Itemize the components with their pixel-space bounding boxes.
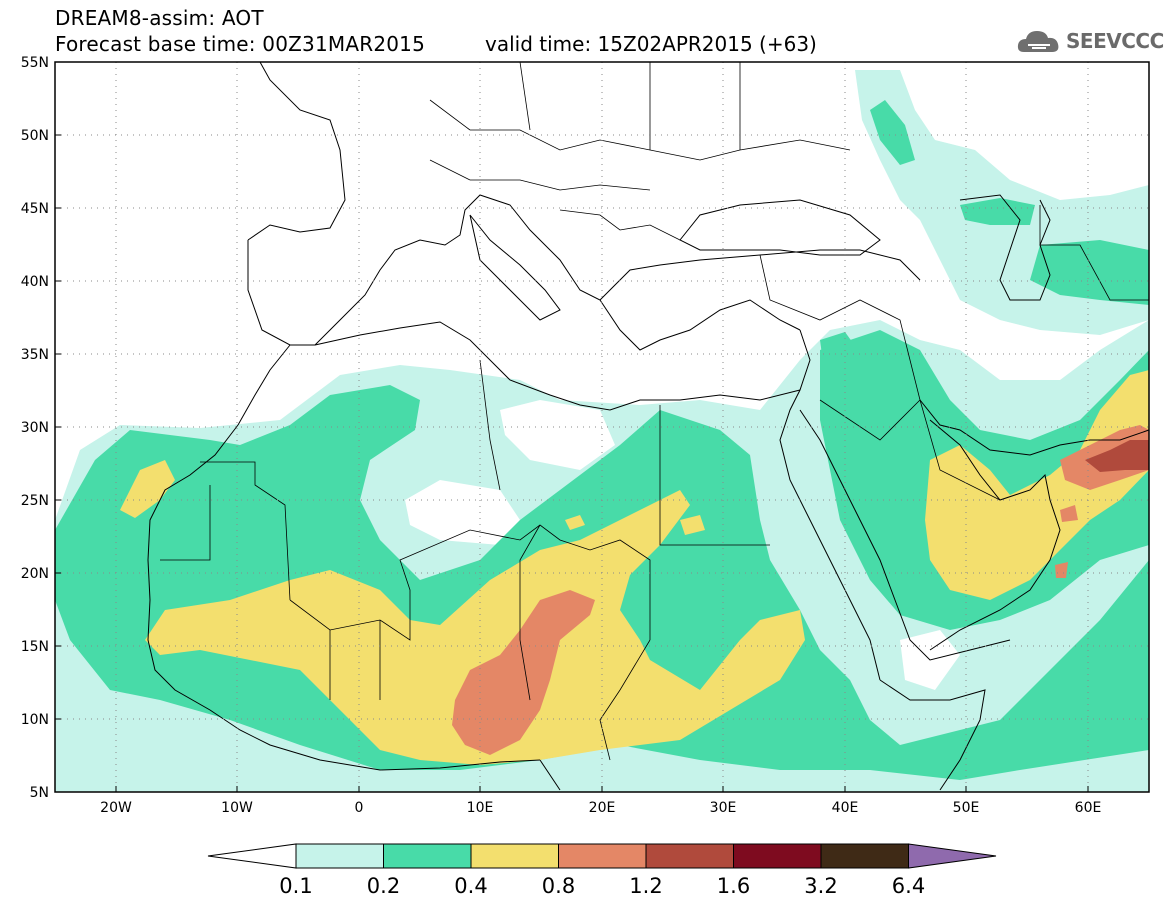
lat-tick: 45N <box>21 201 49 217</box>
lon-tick: 10E <box>467 800 494 816</box>
colorbar-label: 6.4 <box>892 874 925 898</box>
colorbar-label: 0.2 <box>367 874 400 898</box>
lon-tick-marks <box>115 786 1089 792</box>
colorbar-high-arrow <box>908 843 997 869</box>
product-title: DREAM8-assim: AOT <box>55 6 264 30</box>
logo-text: SEEVCCC <box>1066 29 1164 53</box>
colorbar-box <box>295 843 384 869</box>
forecast-base-time: Forecast base time: 00Z31MAR2015 <box>55 32 426 56</box>
lat-tick: 35N <box>21 347 49 363</box>
lat-tick: 25N <box>21 493 49 509</box>
lon-tick: 0 <box>355 800 364 816</box>
latitude-axis: 55N 50N 45N 40N 35N 30N 25N 20N 15N 10N … <box>21 55 49 801</box>
gridlines <box>55 62 1149 792</box>
lat-tick-marks <box>55 134 61 720</box>
colorbar-label: 0.1 <box>279 874 312 898</box>
lat-tick: 15N <box>21 639 49 655</box>
colorbar-label: 0.4 <box>454 874 487 898</box>
colorbar-box <box>733 843 822 869</box>
lon-tick: 30E <box>710 800 737 816</box>
lon-tick: 40E <box>832 800 859 816</box>
colorbar-box <box>645 843 734 869</box>
lat-tick: 50N <box>21 128 49 144</box>
lat-tick: 40N <box>21 274 49 290</box>
lon-tick: 60E <box>1075 800 1102 816</box>
colorbar-labels: 0.1 0.2 0.4 0.8 1.2 1.6 3.2 6.4 <box>279 874 925 898</box>
aot-colorbar: 0.1 0.2 0.4 0.8 1.2 1.6 3.2 6.4 <box>207 843 997 898</box>
lat-tick: 10N <box>21 712 49 728</box>
longitude-axis: 20W 10W 0 10E 20E 30E 40E 50E 60E <box>100 800 1101 816</box>
colorbar-box <box>558 843 647 869</box>
lat-tick: 5N <box>30 785 49 801</box>
colorbar-box <box>470 843 559 869</box>
colorbar-label: 1.6 <box>717 874 750 898</box>
lat-tick: 20N <box>21 566 49 582</box>
colorbar-label: 1.2 <box>629 874 662 898</box>
lon-tick: 10W <box>221 800 253 816</box>
cloud-icon <box>1017 31 1059 52</box>
valid-time: valid time: 15Z02APR2015 (+63) <box>485 32 817 56</box>
colorbar-low-arrow <box>207 843 297 869</box>
colorbar-box <box>383 843 472 869</box>
lat-tick: 30N <box>21 420 49 436</box>
lon-tick: 50E <box>953 800 980 816</box>
lon-tick: 20E <box>589 800 616 816</box>
lon-tick: 20W <box>100 800 132 816</box>
colorbar-label: 0.8 <box>542 874 575 898</box>
colorbar-label: 3.2 <box>804 874 837 898</box>
lat-tick: 55N <box>21 55 49 71</box>
borders <box>160 62 1149 761</box>
seevccc-logo: SEEVCCC <box>1016 26 1164 56</box>
aot-level-1.2 <box>1085 440 1149 472</box>
colorbar-box <box>820 843 909 869</box>
